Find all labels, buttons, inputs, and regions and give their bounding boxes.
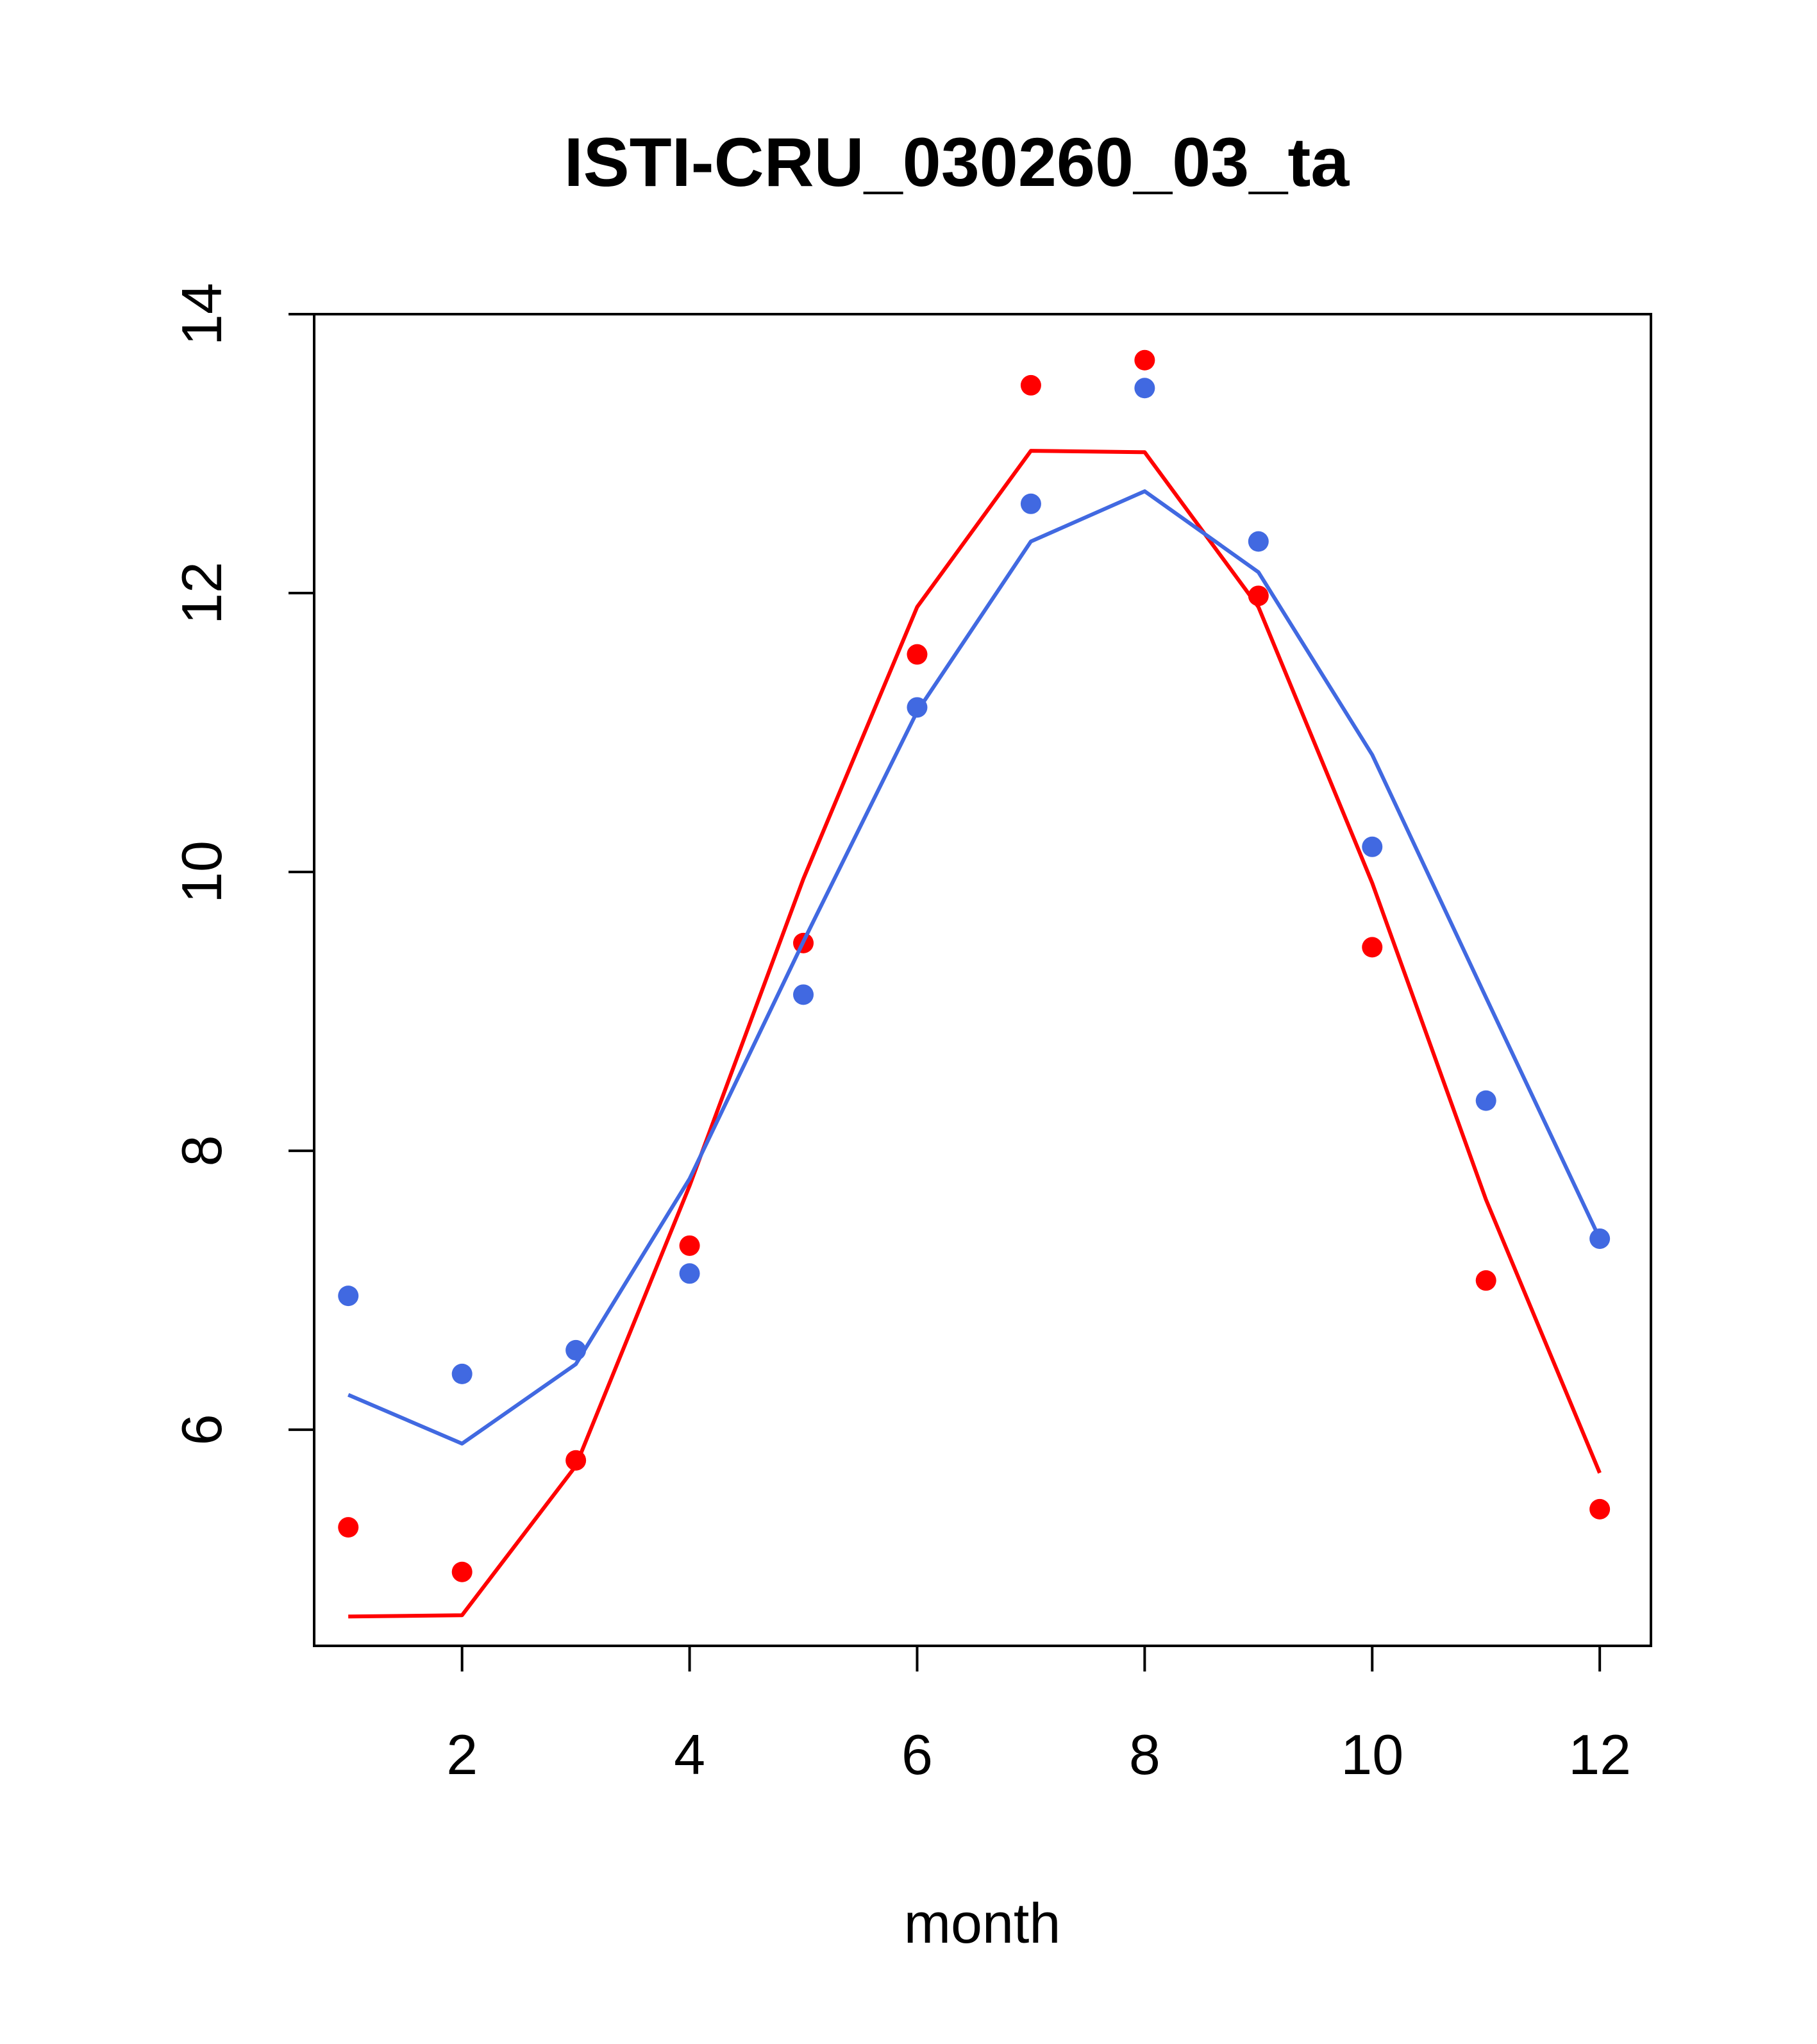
y-tick-label-8: 8: [170, 1135, 233, 1166]
series-1-point-3: [565, 1339, 587, 1361]
series-1-point-9: [1248, 531, 1269, 552]
x-axis-label: month: [904, 1891, 1061, 1955]
x-tick-label-6: 6: [901, 1723, 933, 1786]
series-1-point-12: [1589, 1228, 1611, 1249]
series-0-point-4: [679, 1235, 700, 1256]
chart-title: ISTI-CRU_030260_03_ta: [564, 123, 1350, 201]
y-tick-label-14: 14: [170, 283, 233, 346]
x-tick-label-2: 2: [446, 1723, 478, 1786]
series-0-point-8: [1134, 349, 1155, 371]
x-tick-label-12: 12: [1568, 1723, 1631, 1786]
series-0-point-1: [338, 1517, 359, 1538]
y-tick-label-6: 6: [170, 1414, 233, 1445]
series-1-point-6: [907, 697, 928, 718]
series-0-point-3: [565, 1450, 587, 1471]
x-tick-label-10: 10: [1341, 1723, 1403, 1786]
series-0-point-9: [1248, 585, 1269, 607]
series-1-point-11: [1475, 1090, 1496, 1111]
series-0-point-10: [1362, 937, 1383, 958]
series-1-point-8: [1134, 378, 1155, 399]
series-1-line: [347, 489, 1602, 1446]
series-1-point-4: [679, 1263, 700, 1284]
y-tick-label-10: 10: [170, 841, 233, 903]
plot-layer: 2 4 6 8 10 12 6 8 10 12 14: [170, 283, 1652, 1786]
series-1-point-10: [1362, 836, 1383, 857]
y-tick-label-12: 12: [170, 562, 233, 624]
x-tick-label-4: 4: [674, 1723, 705, 1786]
x-tick-label-8: 8: [1129, 1723, 1160, 1786]
series-1-point-1: [338, 1286, 359, 1307]
series-0-point-12: [1589, 1498, 1611, 1520]
series-0-point-6: [907, 644, 928, 665]
series-1-point-7: [1020, 493, 1041, 514]
series-0-point-2: [451, 1561, 473, 1582]
series-0-point-11: [1475, 1270, 1496, 1291]
plot-frame: [313, 313, 1652, 1647]
series-0-point-7: [1020, 374, 1041, 396]
series-1-point-5: [793, 984, 814, 1005]
series-1-point-2: [451, 1363, 473, 1384]
series-0-line: [348, 449, 1602, 1619]
